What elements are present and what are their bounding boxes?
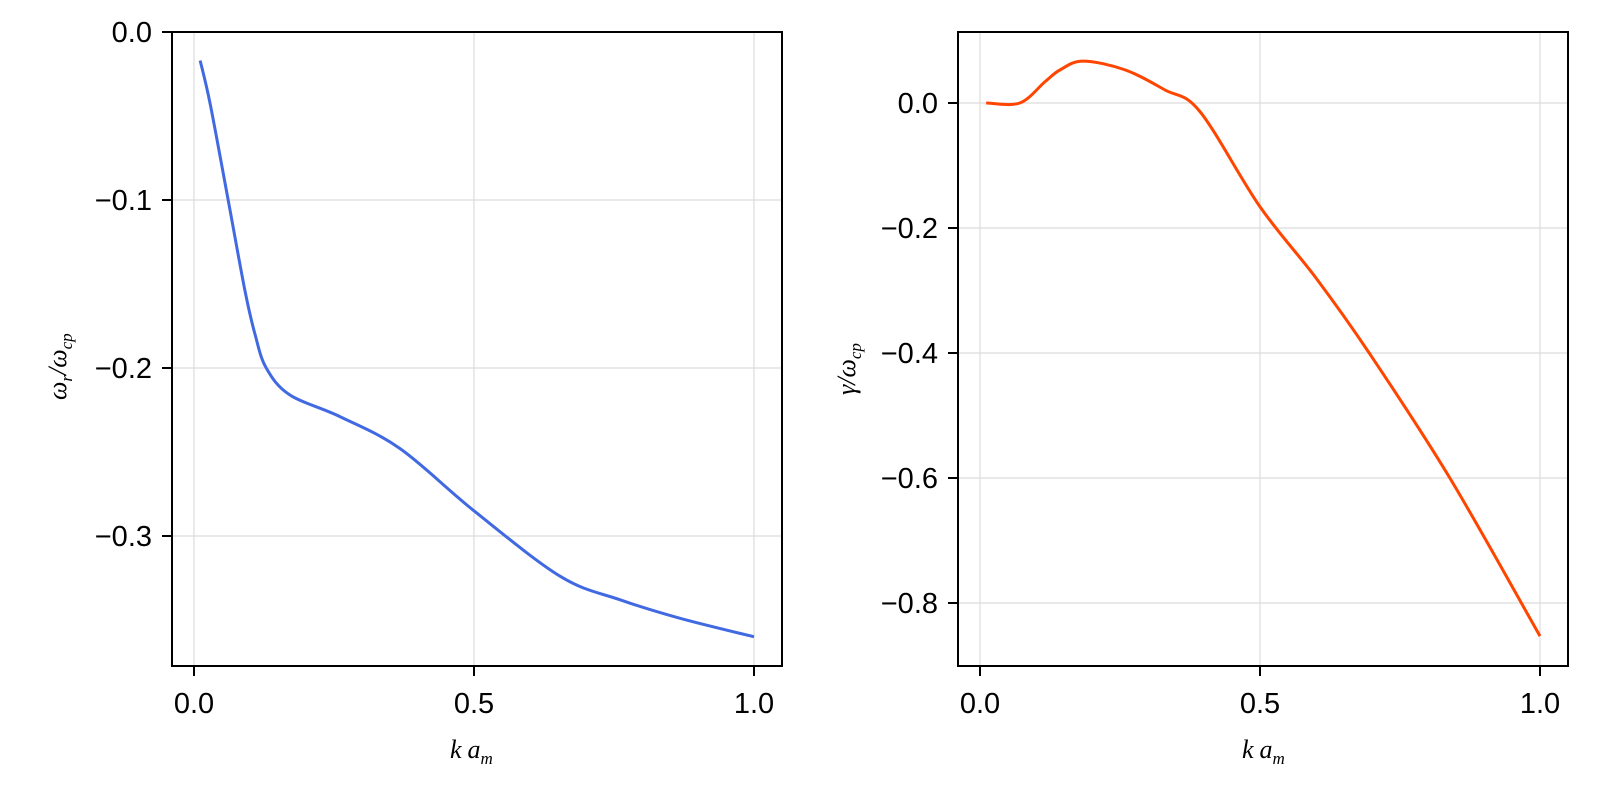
y-tick-label: 0.0 (898, 88, 938, 120)
x-tick-label: 0.0 (174, 688, 214, 720)
y-tick-label: −0.2 (95, 353, 152, 385)
series-line-omega_r (198, 60, 755, 639)
axes-frame (171, 31, 783, 667)
y-tick-label: −0.1 (95, 185, 152, 217)
right-xlabel: k am (1242, 735, 1285, 768)
y-tick-label: −0.4 (881, 338, 938, 370)
left-xlabel: k am (450, 735, 493, 768)
series-line-gamma (986, 59, 1542, 637)
x-tick-label: 0.0 (960, 688, 1000, 720)
y-tick-label: −0.3 (95, 521, 152, 553)
axes-frame (957, 31, 1569, 667)
left-ylabel: ωr/ωcp (43, 333, 76, 400)
y-tick-label: 0.0 (112, 17, 152, 49)
y-tick-label: −0.8 (881, 588, 938, 620)
x-tick-label: 0.5 (1240, 688, 1280, 720)
x-tick-label: 1.0 (734, 688, 774, 720)
left-plot-omega-r: 0.0 0.5 1.0 0.0 −0.1 −0.2 −0.3 (95, 17, 783, 720)
x-tick-label: 0.5 (454, 688, 494, 720)
y-tick-label: −0.6 (881, 463, 938, 495)
x-tick-label: 1.0 (1520, 688, 1560, 720)
right-ylabel: γ/ωcp (832, 343, 865, 395)
right-plot-gamma: 0.0 0.5 1.0 0.0 −0.2 −0.4 −0.6 −0.8 (881, 31, 1569, 720)
y-tick-label: −0.2 (881, 213, 938, 245)
